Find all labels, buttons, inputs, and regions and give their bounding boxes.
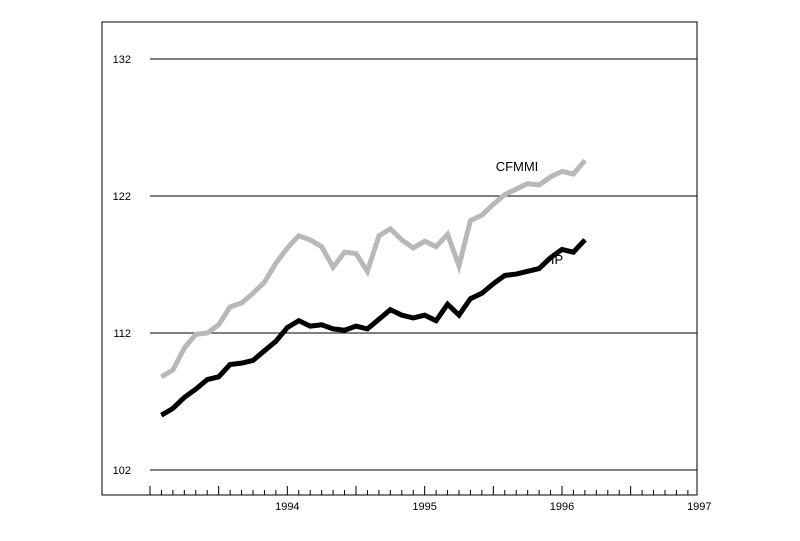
plot-frame bbox=[101, 21, 698, 496]
data-point-ip bbox=[572, 251, 574, 253]
series-line-ip bbox=[160, 238, 587, 418]
data-point-ip bbox=[561, 248, 563, 250]
data-point-ip bbox=[332, 328, 334, 330]
data-point-cfmmi bbox=[481, 214, 483, 216]
data-point-cfmmi bbox=[309, 239, 311, 241]
data-point-ip bbox=[412, 317, 414, 319]
data-point-ip bbox=[424, 314, 426, 316]
data-point-cfmmi bbox=[218, 324, 220, 326]
data-point-cfmmi bbox=[492, 203, 494, 205]
data-point-cfmmi bbox=[504, 194, 506, 196]
grid-layer bbox=[150, 58, 697, 471]
data-point-ip bbox=[344, 329, 346, 331]
data-point-cfmmi bbox=[286, 247, 288, 249]
data-point-cfmmi bbox=[183, 347, 185, 349]
data-point-cfmmi bbox=[298, 235, 300, 237]
data-point-ip bbox=[378, 318, 380, 320]
data-point-ip bbox=[229, 364, 231, 366]
x-axis: 1994 1995 1996 1997 bbox=[149, 486, 712, 513]
y-tick-label-132: 132 bbox=[113, 54, 131, 66]
data-point-cfmmi bbox=[355, 253, 357, 255]
data-point-ip bbox=[195, 388, 197, 390]
data-point-ip bbox=[504, 274, 506, 276]
data-point-cfmmi bbox=[229, 306, 231, 308]
data-point-cfmmi bbox=[172, 369, 174, 371]
data-point-ip bbox=[321, 324, 323, 326]
data-point-ip bbox=[183, 396, 185, 398]
data-point-ip bbox=[241, 362, 243, 364]
data-point-cfmmi bbox=[561, 170, 563, 172]
data-point-cfmmi bbox=[469, 220, 471, 222]
data-point-cfmmi bbox=[206, 332, 208, 334]
data-point-cfmmi bbox=[321, 246, 323, 248]
data-point-cfmmi bbox=[378, 235, 380, 237]
data-point-ip bbox=[515, 273, 517, 275]
data-point-ip bbox=[286, 327, 288, 329]
x-tick-label-1997: 1997 bbox=[687, 501, 711, 513]
data-point-ip bbox=[447, 303, 449, 305]
x-tick-label-1994: 1994 bbox=[275, 501, 299, 513]
data-point-cfmmi bbox=[366, 270, 368, 272]
data-point-ip bbox=[550, 257, 552, 259]
data-point-cfmmi bbox=[252, 292, 254, 294]
data-point-ip bbox=[435, 320, 437, 322]
data-point-ip bbox=[206, 379, 208, 381]
data-point-ip bbox=[218, 376, 220, 378]
data-point-cfmmi bbox=[389, 228, 391, 230]
data-point-cfmmi bbox=[241, 302, 243, 304]
data-point-cfmmi bbox=[584, 159, 586, 161]
data-point-cfmmi bbox=[332, 266, 334, 268]
data-point-ip bbox=[538, 268, 540, 270]
series-label-ip: IP bbox=[551, 252, 563, 267]
data-point-ip bbox=[584, 239, 586, 241]
data-point-ip bbox=[298, 320, 300, 322]
data-point-cfmmi bbox=[458, 265, 460, 267]
data-point-ip bbox=[355, 325, 357, 327]
data-point-cfmmi bbox=[263, 281, 265, 283]
data-point-cfmmi bbox=[527, 183, 529, 185]
series-layer bbox=[160, 158, 587, 418]
data-point-ip bbox=[309, 325, 311, 327]
y-tick-label-112: 112 bbox=[113, 328, 131, 340]
y-tick-label-122: 122 bbox=[113, 191, 131, 203]
x-tick-label-1996: 1996 bbox=[550, 501, 574, 513]
data-point-cfmmi bbox=[447, 233, 449, 235]
data-point-ip bbox=[172, 407, 174, 409]
y-tick-labels: 102 112 122 132 bbox=[113, 54, 131, 477]
data-point-cfmmi bbox=[538, 184, 540, 186]
data-point-ip bbox=[527, 270, 529, 272]
data-point-cfmmi bbox=[515, 188, 517, 190]
data-point-ip bbox=[481, 292, 483, 294]
data-point-ip bbox=[492, 283, 494, 285]
data-point-cfmmi bbox=[195, 333, 197, 335]
y-tick-label-102: 102 bbox=[113, 465, 131, 477]
data-point-ip bbox=[458, 314, 460, 316]
data-point-cfmmi bbox=[160, 376, 162, 378]
series-label-cfmmi: CFMMI bbox=[496, 159, 539, 174]
data-point-ip bbox=[263, 350, 265, 352]
data-point-cfmmi bbox=[550, 176, 552, 178]
data-point-ip bbox=[252, 359, 254, 361]
series-line-cfmmi bbox=[160, 158, 587, 379]
data-point-cfmmi bbox=[572, 173, 574, 175]
data-point-ip bbox=[389, 309, 391, 311]
data-point-ip bbox=[275, 340, 277, 342]
series-labels: CFMMI IP bbox=[496, 159, 563, 267]
data-point-ip bbox=[366, 328, 368, 330]
x-tick-label-1995: 1995 bbox=[412, 501, 436, 513]
data-point-ip bbox=[401, 314, 403, 316]
data-point-cfmmi bbox=[424, 240, 426, 242]
data-point-cfmmi bbox=[275, 262, 277, 264]
data-point-cfmmi bbox=[401, 239, 403, 241]
data-point-cfmmi bbox=[412, 247, 414, 249]
data-point-ip bbox=[160, 414, 162, 416]
data-point-cfmmi bbox=[435, 246, 437, 248]
data-point-ip bbox=[469, 298, 471, 300]
data-point-cfmmi bbox=[344, 251, 346, 253]
